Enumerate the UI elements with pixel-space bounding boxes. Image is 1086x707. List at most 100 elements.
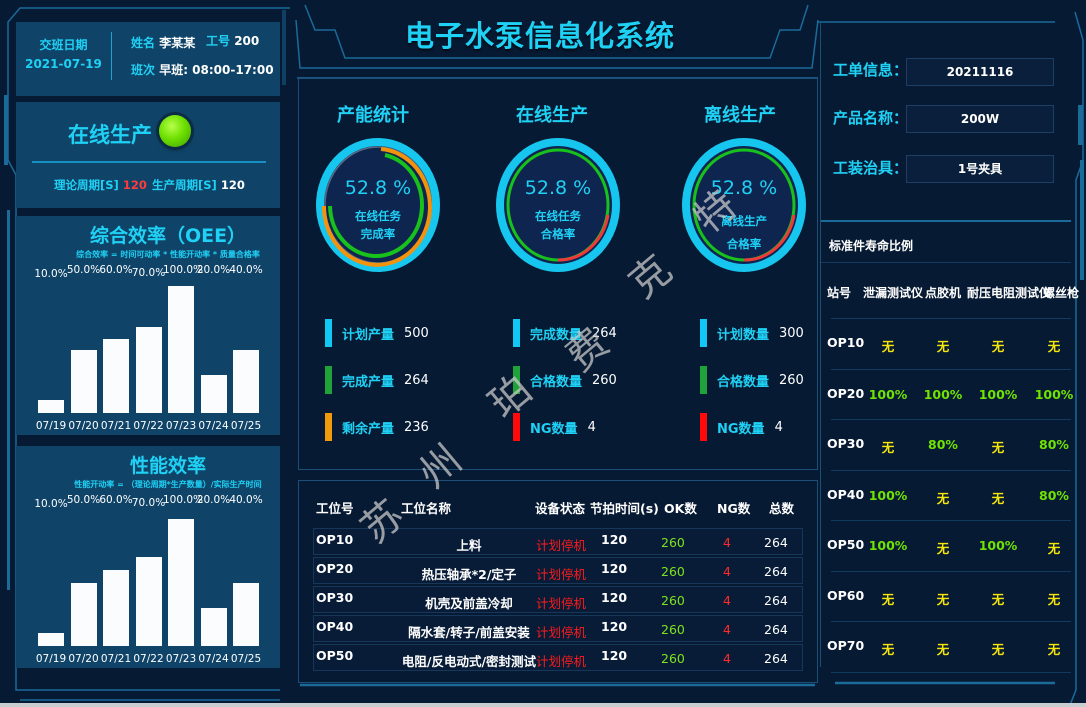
shift-label: 班次	[131, 63, 156, 77]
employee-id-label: 工号	[206, 34, 231, 48]
bar-value-label: 60.0%	[99, 264, 133, 276]
cycle-time: 120	[601, 561, 628, 576]
life-ratio-cell: 100%	[868, 386, 908, 402]
legend-swatch	[325, 319, 332, 347]
chart-title: 性能效率	[129, 455, 206, 477]
legend-item: 合格数量 260	[700, 366, 804, 394]
total-count: 264	[764, 622, 788, 637]
table-row[interactable]: OP10 上料 计划停机 120 260 4 264	[313, 528, 803, 555]
divider	[111, 32, 112, 80]
gauge-caption: 在线任务	[535, 209, 581, 223]
legend-value: 264	[404, 372, 429, 388]
legend-item: NG数量 4	[700, 413, 783, 441]
offline-quality-gauge: 52.8 % 离线生产 合格率	[681, 137, 807, 273]
gauge-value: 52.8 %	[710, 177, 778, 199]
column-header: 螺丝枪	[1043, 286, 1080, 300]
station-id: OP50	[827, 537, 865, 552]
column-header: OK数	[664, 501, 697, 516]
bar-value-label: 70.0%	[131, 497, 166, 509]
total-count: 264	[764, 564, 788, 579]
shift-date-label: 交班日期	[39, 38, 88, 52]
legend-value: 236	[404, 419, 429, 435]
bar	[200, 607, 227, 646]
life-ratio-cell: 无	[936, 339, 950, 354]
station-id: OP50	[316, 648, 354, 663]
bar-value-label: 40.0%	[229, 494, 263, 506]
production-status-panel: 在线生产 理论周期[S] 120 生产周期[S] 120	[16, 102, 280, 208]
x-axis-label: 07/23	[165, 420, 197, 432]
x-axis-label: 07/21	[100, 653, 132, 665]
divider	[821, 220, 1071, 222]
station-name: 热压轴承*2/定子	[421, 567, 517, 582]
life-ratio-cell: 无	[991, 642, 1005, 657]
life-ratio-cell: 100%	[978, 386, 1018, 402]
bar-value-label: 100.0%	[163, 494, 204, 506]
cycle-time: 120	[601, 532, 628, 547]
bar	[70, 582, 97, 646]
life-ratio-cell: 80%	[1039, 487, 1069, 503]
x-axis-label: 07/22	[133, 653, 164, 665]
legend-value: 260	[592, 372, 617, 388]
cycle-time: 120	[601, 619, 628, 634]
ok-count: 260	[661, 651, 685, 666]
bar	[70, 349, 97, 413]
bar-value-label: 20.0%	[196, 264, 231, 276]
bar	[233, 349, 259, 413]
legend-swatch	[700, 366, 707, 394]
life-ratio-cell: 无	[881, 339, 895, 354]
station-id: OP40	[316, 619, 354, 634]
divider	[821, 262, 1071, 263]
legend-label: 完成产量	[342, 374, 395, 390]
legend-item: 完成数量 264	[513, 319, 617, 347]
bar	[168, 286, 194, 413]
legend-swatch	[513, 366, 520, 394]
life-ratio-cell: 无	[881, 591, 895, 607]
device-status: 计划停机	[536, 567, 587, 582]
shift-value: 早班: 08:00-17:00	[159, 63, 274, 77]
table-row[interactable]: OP30 机壳及前盖冷却 计划停机 120 260 4 264	[313, 586, 803, 613]
life-ratio-cell: 80%	[928, 437, 958, 452]
bar-value-label: 10.0%	[34, 498, 68, 510]
station-id: OP10	[827, 335, 865, 350]
legend-label: 合格数量	[530, 374, 583, 390]
product-name-label: 产品名称：	[833, 109, 909, 127]
x-axis-label: 07/22	[133, 420, 164, 432]
ok-count: 260	[661, 564, 685, 579]
bar-value-label: 50.0%	[66, 264, 101, 276]
legend-label: 计划产量	[342, 327, 395, 343]
legend-label: 完成数量	[530, 327, 583, 343]
legend-value: 500	[404, 325, 429, 341]
divider	[831, 318, 1071, 319]
station-id: OP30	[827, 436, 865, 451]
bar-value-label: 20.0%	[196, 494, 231, 506]
legend-swatch	[325, 413, 332, 441]
gauge-caption: 在线任务	[355, 209, 401, 223]
ng-count: 4	[723, 622, 731, 637]
table-row[interactable]: OP40 隔水套/转子/前盖安装 计划停机 120 260 4 264	[313, 615, 803, 642]
station-name: 隔水套/转子/前盖安装	[408, 625, 530, 640]
divider	[831, 570, 1071, 572]
x-axis-label: 07/19	[35, 420, 67, 432]
legend-swatch	[700, 413, 707, 441]
work-order-field: 20211116	[906, 58, 1054, 86]
life-ratio-cell: 无	[1047, 339, 1061, 354]
table-row[interactable]: OP20 热压轴承*2/定子 计划停机 120 260 4 264	[313, 557, 803, 584]
order-info-panel: 工单信息： 20211116 产品名称： 200W 工装治具： 1号夹具 标准件…	[820, 22, 1079, 673]
table-row[interactable]: OP50 电阻/反电动式/密封测试 计划停机 120 260 4 264	[313, 644, 803, 671]
chart-subtitle: 综合效率 = 时间可动率 * 性能开动率 * 质量合格率	[76, 250, 260, 259]
column-header: 节拍时间(s)	[590, 501, 659, 516]
column-header: 点胶机	[925, 286, 962, 300]
x-axis-label: 07/25	[230, 420, 262, 432]
station-name: 电阻/反电动式/密封测试	[401, 654, 537, 669]
gauge-value: 52.8 %	[524, 177, 592, 199]
total-count: 264	[764, 535, 788, 550]
legend-value: 4	[587, 419, 596, 435]
gauge-title: 离线生产	[704, 105, 776, 126]
gauge-caption: 完成率	[360, 227, 396, 241]
gauge-caption: 合格率	[726, 237, 762, 251]
product-name-field: 200W	[906, 105, 1054, 133]
capacity-gauge: 52.8 % 在线任务 完成率	[315, 137, 441, 273]
stations-table: 工位号 工位名称 设备状态 节拍时间(s) OK数 NG数 总数 OP10 上料计…	[298, 480, 818, 683]
gauge-title: 产能统计	[337, 105, 409, 126]
life-ratio-cell: 无	[881, 642, 895, 657]
